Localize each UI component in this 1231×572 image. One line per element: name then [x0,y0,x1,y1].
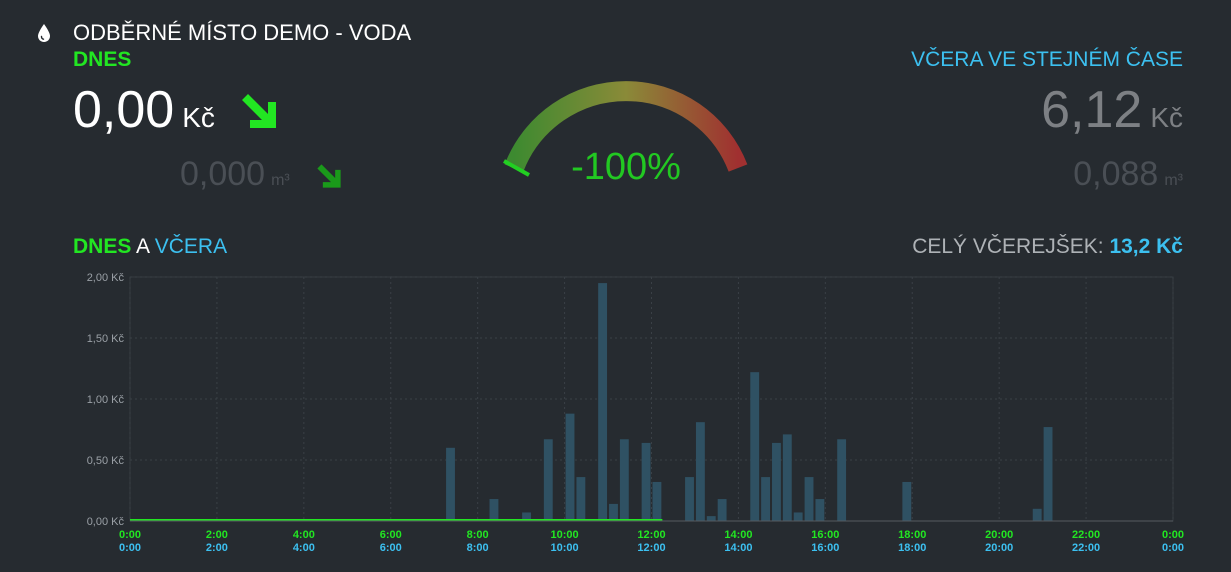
x-tick-label-today: 0:00 [119,529,141,541]
yesterday-volume-value: 0,088 [1073,155,1159,193]
x-tick-label-yesterday: 16:00 [811,542,839,554]
chart-heading-and: A [136,235,149,258]
y-tick-label: 2,00 Kč [87,272,125,284]
y-tick-label: 0,00 Kč [87,516,125,528]
bar-yesterday [685,477,694,521]
bar-yesterday [598,283,608,521]
yesterday-price-unit: Kč [1150,102,1183,133]
yesterday-total: CELÝ VČEREJŠEK: 13,2 Kč [912,235,1183,259]
bar-yesterday [695,422,705,521]
y-tick-label: 1,50 Kč [87,333,125,345]
bar-yesterday [717,499,727,521]
x-tick-label-yesterday: 4:00 [293,542,315,554]
x-tick-label-yesterday: 0:00 [1162,542,1184,554]
x-tick-label-today: 12:00 [637,529,665,541]
bar-yesterday [565,413,575,521]
x-tick-label-yesterday: 18:00 [898,542,926,554]
x-tick-label-yesterday: 0:00 [119,542,141,554]
x-tick-label-yesterday: 10:00 [551,542,579,554]
bar-yesterday [815,499,825,521]
x-tick-label-today: 0:00 [1162,529,1184,541]
consumption-chart: 0,00 Kč0,50 Kč1,00 Kč1,50 Kč2,00 Kč0:000… [87,272,1184,554]
bar-yesterday [652,481,662,521]
x-tick-label-today: 22:00 [1072,529,1100,541]
yesterday-volume-unit: m³ [1164,172,1183,189]
bar-yesterday [576,477,586,521]
chart-axes: 0,00 Kč0,50 Kč1,00 Kč1,50 Kč2,00 Kč0:000… [87,272,1184,554]
bar-yesterday [793,512,803,521]
bar-yesterday [750,372,760,521]
gauge-marker [503,159,530,177]
today-price-unit: Kč [182,102,215,133]
x-tick-label-today: 10:00 [551,529,579,541]
x-tick-label-today: 8:00 [467,529,489,541]
chart-heading-today: DNES [73,235,132,258]
x-tick-label-yesterday: 2:00 [206,542,228,554]
chart-bars [446,283,1053,521]
yesterday-total-label: CELÝ VČEREJŠEK: [912,235,1104,258]
x-tick-label-yesterday: 12:00 [637,542,665,554]
gauge-value: -100% [571,146,681,188]
x-tick-label-yesterday: 6:00 [380,542,402,554]
yesterday-price: 6,12 Kč [1041,80,1183,140]
bar-yesterday [782,434,792,521]
today-volume-value: 0,000 [180,155,266,193]
x-tick-label-today: 6:00 [380,529,402,541]
bar-yesterday [446,447,455,521]
today-price-value: 0,00 [73,81,175,139]
yesterday-price-value: 6,12 [1041,81,1143,139]
arrow-down-right-small-icon [317,164,341,188]
x-tick-label-today: 14:00 [724,529,752,541]
y-tick-label: 0,50 Kč [87,455,125,467]
bar-yesterday [522,512,531,521]
bar-yesterday [1032,508,1042,521]
bar-yesterday [1043,427,1053,521]
yesterday-total-value: 13,2 Kč [1109,235,1183,258]
bar-yesterday [837,439,847,521]
bar-yesterday [761,477,771,521]
bar-yesterday [619,439,629,521]
today-label: DNES [73,48,132,71]
page-title: ODBĚRNÉ MÍSTO DEMO - VODA [73,20,412,45]
x-tick-label-yesterday: 20:00 [985,542,1013,554]
yesterday-label: VČERA VE STEJNÉM ČASE [911,48,1183,71]
x-tick-label-today: 20:00 [985,529,1013,541]
x-tick-label-today: 16:00 [811,529,839,541]
x-tick-label-yesterday: 8:00 [467,542,489,554]
x-tick-label-today: 2:00 [206,529,228,541]
arrow-down-right-icon [242,94,276,128]
bar-yesterday [804,477,814,521]
yesterday-volume: 0,088 m³ [1073,155,1183,194]
bar-yesterday [902,481,912,521]
gauge-arc [504,81,748,172]
bar-yesterday [641,442,651,521]
today-volume: 0,000 m³ [180,155,290,194]
water-drop-icon [38,24,50,42]
today-volume-unit: m³ [271,172,290,189]
bar-yesterday [609,503,618,521]
chart-grid [129,276,1174,522]
chart-heading-yesterday: VČERA [154,235,228,258]
x-tick-label-today: 18:00 [898,529,926,541]
y-tick-label: 1,00 Kč [87,394,125,406]
chart-heading: DNES A VČERA [73,235,227,259]
bar-yesterday [543,439,553,521]
x-tick-label-yesterday: 14:00 [724,542,752,554]
x-tick-label-yesterday: 22:00 [1072,542,1100,554]
bar-yesterday [706,516,716,521]
today-price: 0,00 Kč [73,80,215,140]
bar-yesterday [772,442,781,521]
x-tick-label-today: 4:00 [293,529,315,541]
comparison-gauge [503,81,748,177]
bar-yesterday [489,499,499,521]
